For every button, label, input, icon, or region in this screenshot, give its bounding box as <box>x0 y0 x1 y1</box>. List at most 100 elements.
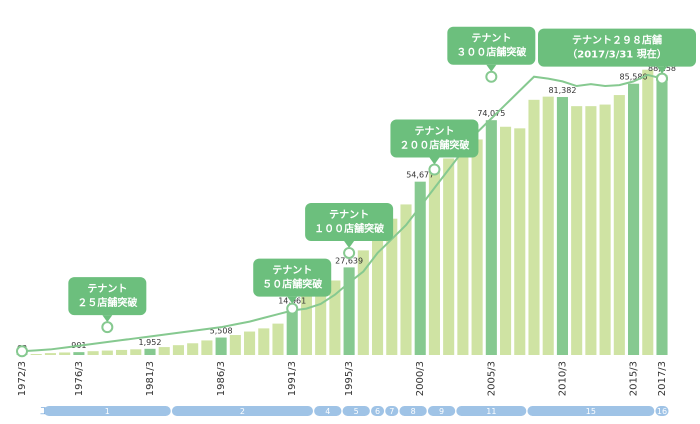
bar-1989/3 <box>258 328 270 355</box>
factory-pill-label-11: 11 <box>486 407 496 416</box>
factory-pill-label-9: 9 <box>439 407 444 416</box>
bar-2011/3 <box>571 106 583 355</box>
bar-1997/3 <box>372 232 384 355</box>
bar-2000/3 <box>414 181 426 355</box>
x-tick-1995/3: 1995/3 <box>344 361 355 396</box>
callout-text-line: テナント <box>414 125 454 137</box>
factory-pill-label-16: 16 <box>657 407 667 416</box>
factory-pill-9 <box>427 406 456 416</box>
callout-text-line: ２５店舗突破 <box>77 296 137 309</box>
bar-1992/3 <box>300 294 312 355</box>
callout-marker <box>286 302 299 315</box>
bar-1993/3 <box>315 286 327 355</box>
callout-text-line: テナント <box>87 283 127 295</box>
bar-1987/3 <box>229 335 241 355</box>
bar-1984/3 <box>187 343 199 355</box>
callout-marker <box>101 321 114 334</box>
bar-1983/3 <box>172 345 184 355</box>
bar-1978/3 <box>101 350 113 355</box>
factory-pill-15 <box>527 406 655 416</box>
x-tick-1976/3: 1976/3 <box>74 361 85 396</box>
bar-1998/3 <box>386 218 398 355</box>
bar-1988/3 <box>244 331 256 355</box>
factory-pill-5 <box>342 406 370 416</box>
bar-1980/3 <box>130 349 142 355</box>
factory-pill-16 <box>655 406 669 416</box>
bar-1976/3 <box>73 352 85 355</box>
callout-text-line: ２００店舗突破 <box>399 138 469 151</box>
x-tick-2005/3: 2005/3 <box>486 361 497 396</box>
bar-2001/3 <box>428 171 440 355</box>
factory-pill-11 <box>456 406 527 416</box>
value-label-2000/3: 54,677 <box>406 171 434 180</box>
factory-pill-label-7: 7 <box>389 407 394 416</box>
tenant-count-line <box>21 73 663 353</box>
bars-group <box>16 69 668 356</box>
value-label-2005/3: 74,075 <box>477 109 505 118</box>
callout-marker <box>485 70 498 83</box>
factory-pill-1 <box>43 406 171 416</box>
factory-pill-4 <box>314 406 342 416</box>
bar-2012/3 <box>585 106 597 355</box>
x-tick-1986/3: 1986/3 <box>216 361 227 396</box>
callout-marker <box>656 72 668 85</box>
callout-text-line: テナント２９８店舗 <box>572 34 662 47</box>
bar-2009/3 <box>542 96 554 356</box>
factory-pill-label-2: 2 <box>240 407 245 416</box>
factory-pill-label-4: 4 <box>325 407 330 416</box>
x-tick-1991/3: 1991/3 <box>287 361 298 396</box>
bar-2003/3 <box>457 148 469 355</box>
factory-pill-7 <box>385 406 399 416</box>
bar-2005/3 <box>485 120 497 355</box>
bar-1996/3 <box>357 250 369 355</box>
factory-pill-label-6: 6 <box>375 407 380 416</box>
x-tick-1972/3: 1972/3 <box>17 361 28 396</box>
callout-pointer <box>486 64 497 72</box>
callout-text-line: テナント <box>272 265 312 277</box>
bar-1990/3 <box>272 323 284 355</box>
bar-1982/3 <box>158 347 170 355</box>
bar-1977/3 <box>87 351 99 355</box>
x-tick-2017/3: 2017/3 <box>657 361 668 396</box>
callout-pointer <box>344 240 355 248</box>
factory-pill-6 <box>371 406 385 416</box>
bar-1973/3 <box>30 354 42 355</box>
factory-pill-label-5: 5 <box>354 407 359 416</box>
callout-pointer <box>287 296 298 304</box>
value-label-1995/3: 27,639 <box>335 256 363 265</box>
bar-1985/3 <box>201 340 213 355</box>
value-label-2010/3: 81,382 <box>548 86 576 95</box>
bar-2004/3 <box>471 139 483 355</box>
callout-box <box>390 119 479 158</box>
bar-1995/3 <box>343 267 355 355</box>
bar-2010/3 <box>556 97 568 356</box>
callout-pointer <box>102 315 113 323</box>
callout-box <box>305 202 394 241</box>
callout-pointer <box>657 66 667 74</box>
bar-2015/3 <box>628 83 640 356</box>
callout-text-line: １００店舗突破 <box>314 222 384 235</box>
bar-1991/3 <box>286 307 298 355</box>
bar-2008/3 <box>528 99 540 355</box>
callout-text-line: ３００店舗突破 <box>456 46 526 59</box>
callout-text-line: テナント <box>329 209 369 221</box>
callout-box <box>68 277 147 316</box>
factory-pill-label-1: 1 <box>105 407 110 416</box>
value-label-1981/3: 1,952 <box>139 338 162 347</box>
callout-pointer <box>429 157 440 165</box>
callout-6: テナント２９８店舗（2017/3/31 現在） <box>538 28 696 85</box>
value-label-1986/3: 5,508 <box>210 327 233 336</box>
factory-pill-label-8: 8 <box>411 407 416 416</box>
bar-1981/3 <box>144 348 156 355</box>
bar-2013/3 <box>599 104 611 355</box>
bar-2006/3 <box>500 126 512 355</box>
bar-2014/3 <box>613 95 625 355</box>
factory-pill-label-15: 15 <box>586 407 596 416</box>
bar-1999/3 <box>400 204 412 355</box>
callout-text-line: テナント <box>471 33 511 45</box>
